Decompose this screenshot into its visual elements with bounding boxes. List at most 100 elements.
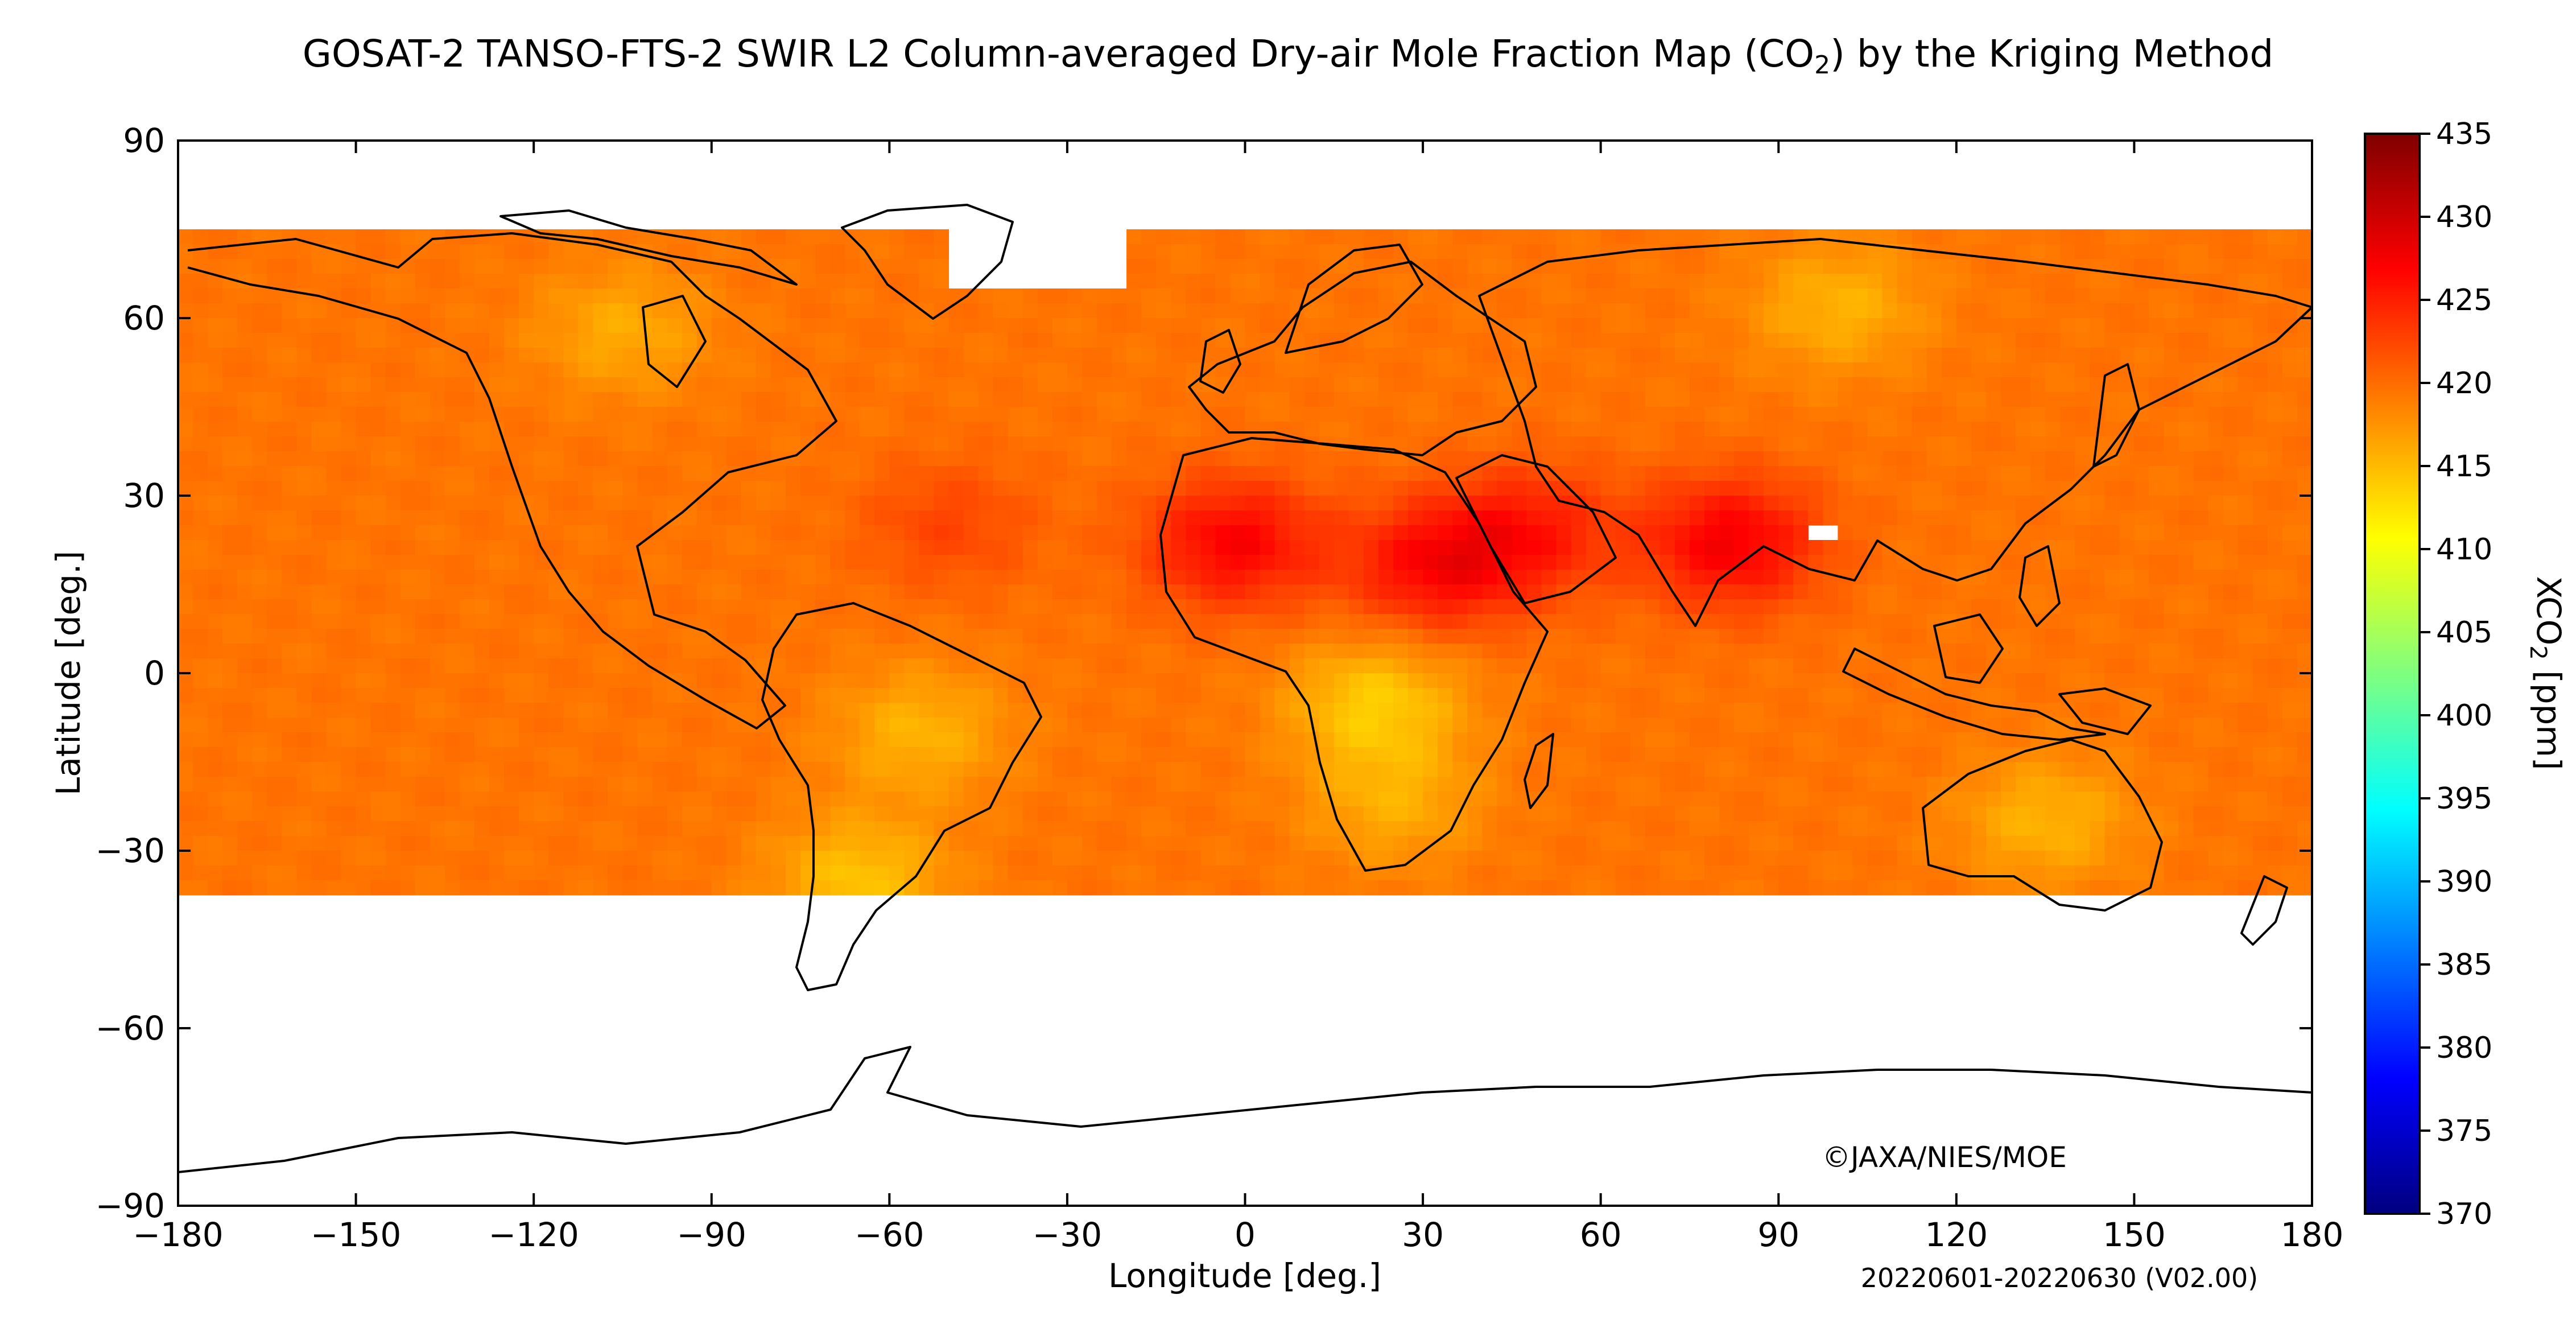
heatmap-cell <box>815 362 831 378</box>
heatmap-cell <box>1793 732 1809 748</box>
heatmap-cell <box>2208 584 2224 600</box>
heatmap-cell <box>519 584 534 600</box>
heatmap-cell <box>548 436 564 452</box>
heatmap-cell <box>1230 288 1246 304</box>
heatmap-cell <box>726 584 742 600</box>
heatmap-cell <box>667 718 683 733</box>
heatmap-cell <box>1393 688 1409 703</box>
heatmap-cell <box>311 599 327 615</box>
heatmap-cell <box>1615 318 1631 333</box>
heatmap-cell <box>1912 407 1927 422</box>
heatmap-cell <box>682 718 697 733</box>
heatmap-cell <box>1941 407 1957 422</box>
heatmap-cell <box>459 274 475 289</box>
heatmap-cell <box>237 451 253 467</box>
heatmap-cell <box>1956 496 1972 511</box>
heatmap-cell <box>1600 658 1616 674</box>
heatmap-cell <box>770 436 786 452</box>
heatmap-cell <box>1941 259 1957 274</box>
heatmap-cell <box>1867 481 1883 496</box>
heatmap-cell <box>1897 362 1913 378</box>
heatmap-cell <box>1348 732 1364 748</box>
heatmap-cell <box>267 422 282 437</box>
heatmap-cell <box>1838 274 1853 289</box>
heatmap-cell <box>504 481 519 496</box>
heatmap-cell <box>1393 658 1409 674</box>
heatmap-cell <box>1541 496 1557 511</box>
heatmap-cell <box>741 510 757 526</box>
heatmap-cell <box>2238 718 2253 733</box>
heatmap-cell <box>1719 555 1735 570</box>
heatmap-cell <box>578 496 593 511</box>
heatmap-cell <box>2001 318 2016 333</box>
heatmap-cell <box>1289 525 1305 541</box>
heatmap-cell <box>874 466 890 481</box>
heatmap-cell <box>504 392 519 407</box>
heatmap-cell <box>637 392 653 407</box>
heatmap-cell <box>282 584 297 600</box>
heatmap-cell <box>2104 377 2120 393</box>
heatmap-cell <box>2075 392 2090 407</box>
heatmap-cell <box>489 703 505 718</box>
heatmap-cell <box>459 481 475 496</box>
heatmap-cell <box>756 348 771 363</box>
heatmap-cell <box>444 629 460 644</box>
heatmap-cell <box>1926 333 1942 348</box>
heatmap-cell <box>385 555 401 570</box>
heatmap-cell <box>1674 333 1690 348</box>
heatmap-cell <box>222 288 238 304</box>
heatmap-cell <box>296 703 312 718</box>
heatmap-cell <box>1097 377 1112 393</box>
heatmap-cell <box>1897 525 1913 541</box>
heatmap-cell <box>2134 244 2149 259</box>
heatmap-cell <box>2001 510 2016 526</box>
heatmap-cell <box>415 288 431 304</box>
heatmap-cell <box>1423 673 1438 689</box>
heatmap-cell <box>267 392 282 407</box>
heatmap-cell <box>1008 584 1023 600</box>
heatmap-cell <box>563 525 579 541</box>
heatmap-cell <box>637 259 653 274</box>
heatmap-cell <box>208 481 223 496</box>
heatmap-cell <box>1571 718 1587 733</box>
heatmap-cell <box>326 259 342 274</box>
heatmap-cell <box>1438 703 1453 718</box>
heatmap-cell <box>1749 362 1764 378</box>
heatmap-cell <box>1334 481 1349 496</box>
heatmap-cell <box>1586 303 1601 319</box>
heatmap-cell <box>1734 303 1749 319</box>
heatmap-cell <box>667 599 683 615</box>
heatmap-cell <box>2238 540 2253 555</box>
heatmap-cell <box>1985 333 2001 348</box>
heatmap-cell <box>1512 362 1527 378</box>
heatmap-cell <box>1690 629 1705 644</box>
heatmap-cell <box>1749 244 1764 259</box>
heatmap-cell <box>2164 584 2179 600</box>
heatmap-cell <box>2030 303 2046 319</box>
heatmap-cell <box>1260 496 1275 511</box>
heatmap-cell <box>2223 688 2239 703</box>
heatmap-cell <box>1452 555 1468 570</box>
heatmap-cell <box>1438 510 1453 526</box>
heatmap-cell <box>1778 614 1794 629</box>
heatmap-cell <box>963 422 979 437</box>
heatmap-cell <box>1200 703 1216 718</box>
heatmap-cell <box>1674 466 1690 481</box>
heatmap-cell <box>1793 392 1809 407</box>
heatmap-cell <box>1156 288 1171 304</box>
heatmap-cell <box>1734 718 1749 733</box>
heatmap-cell <box>370 451 386 467</box>
heatmap-cell <box>1126 244 1142 259</box>
heatmap-cell <box>2223 510 2239 526</box>
heatmap-cell <box>1778 436 1794 452</box>
heatmap-cell <box>296 688 312 703</box>
heatmap-cell <box>1274 688 1290 703</box>
heatmap-cell <box>1912 658 1927 674</box>
heatmap-cell <box>1571 436 1587 452</box>
heatmap-cell <box>622 481 638 496</box>
heatmap-cell <box>178 496 193 511</box>
heatmap-cell <box>711 481 727 496</box>
heatmap-cell <box>1230 599 1246 615</box>
heatmap-cell <box>1926 259 1942 274</box>
heatmap-cell <box>2164 570 2179 585</box>
